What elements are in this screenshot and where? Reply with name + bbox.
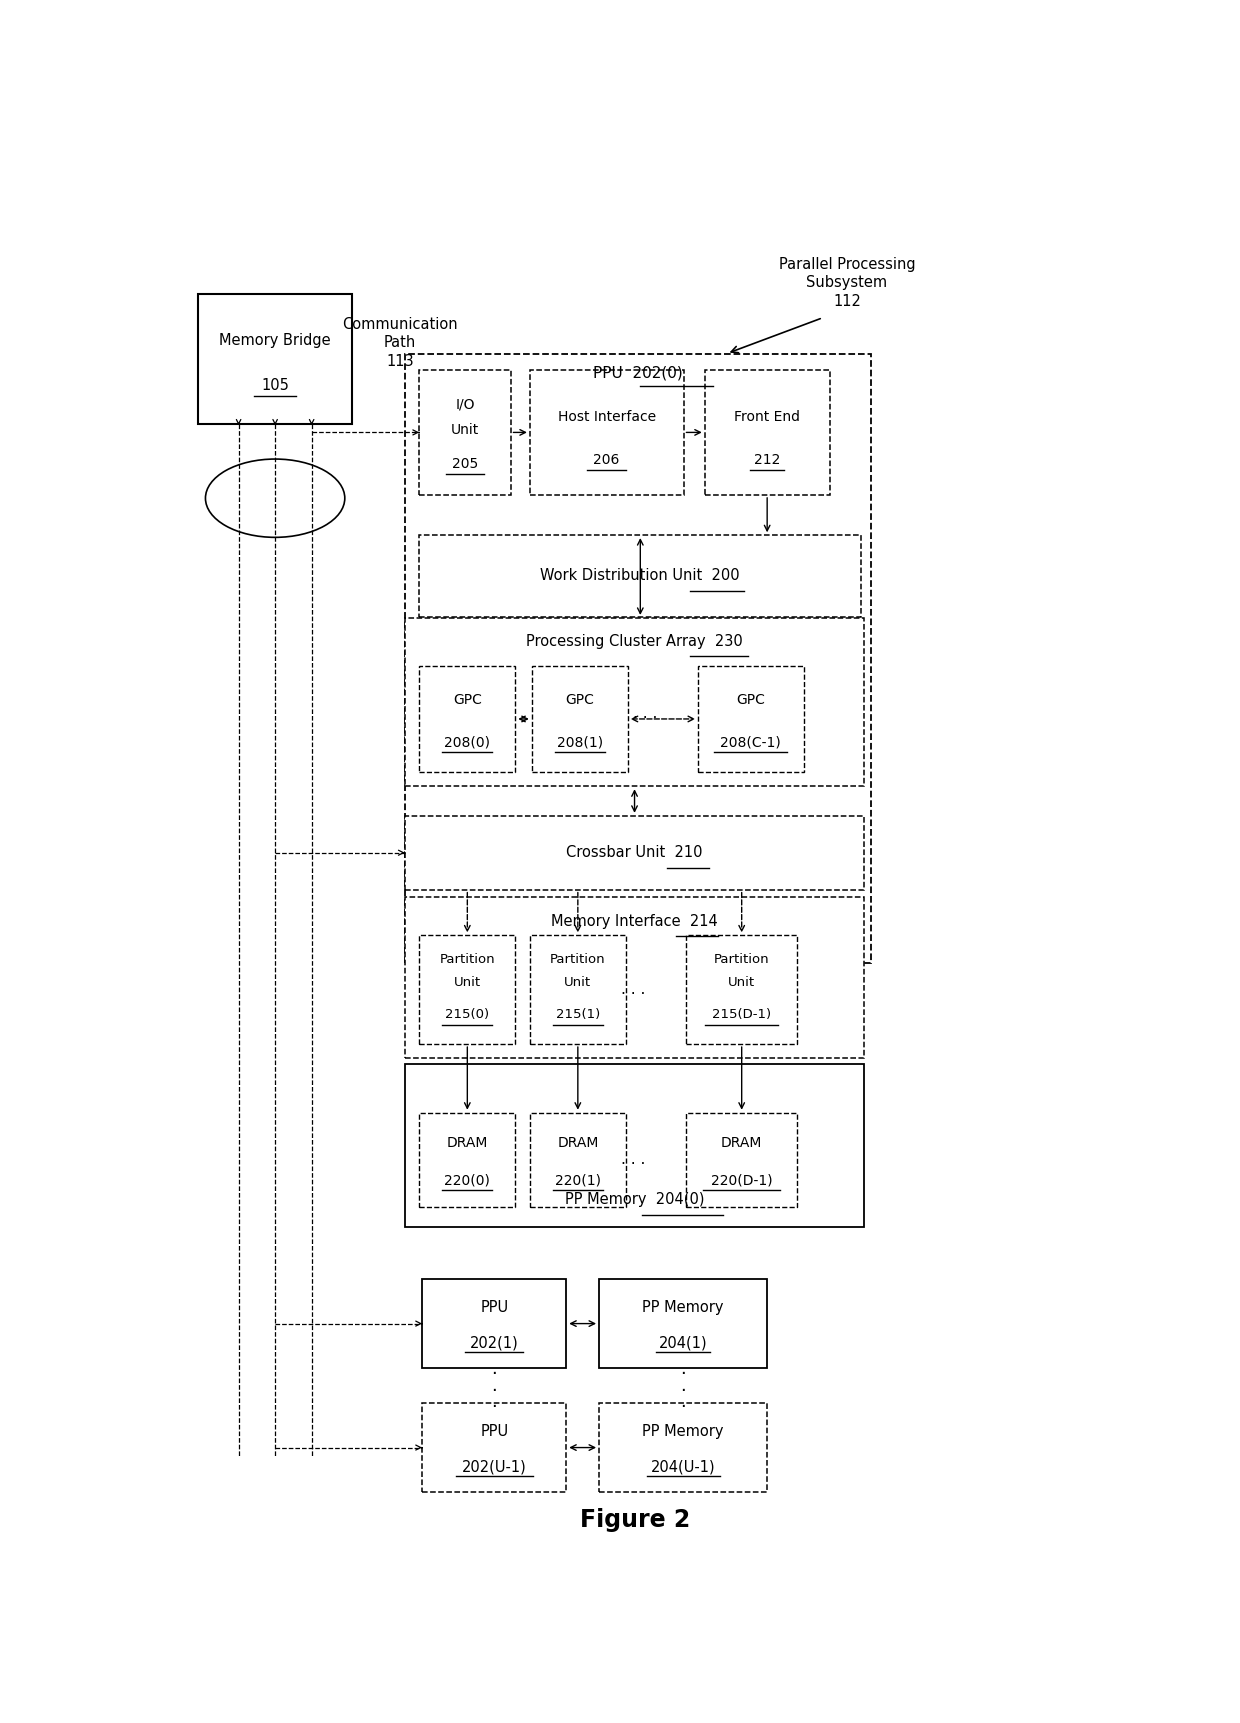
Bar — [422, 1403, 567, 1492]
Text: Host Interface: Host Interface — [558, 410, 656, 424]
Text: Front End: Front End — [734, 410, 800, 424]
Text: 215(D-1): 215(D-1) — [712, 1008, 771, 1022]
Text: Work Distribution Unit  200: Work Distribution Unit 200 — [541, 569, 740, 584]
Text: PPU: PPU — [480, 1423, 508, 1439]
Text: 215(0): 215(0) — [445, 1008, 490, 1022]
Text: . . .: . . . — [621, 1153, 646, 1168]
Text: Memory Interface  214: Memory Interface 214 — [551, 913, 718, 929]
Text: Unit: Unit — [728, 975, 755, 989]
Text: PP Memory: PP Memory — [642, 1301, 724, 1315]
Text: Memory Bridge: Memory Bridge — [219, 333, 331, 348]
Text: Figure 2: Figure 2 — [580, 1508, 691, 1532]
Bar — [529, 936, 626, 1044]
Text: 206: 206 — [594, 453, 620, 467]
Bar — [599, 1278, 768, 1368]
Bar — [404, 353, 870, 963]
Text: Partition: Partition — [714, 953, 770, 967]
Text: . . .: . . . — [632, 706, 657, 720]
Text: 208(C-1): 208(C-1) — [720, 736, 781, 750]
Text: 220(1): 220(1) — [554, 1173, 601, 1187]
Bar — [198, 293, 352, 424]
Text: Parallel Processing
Subsystem
112: Parallel Processing Subsystem 112 — [779, 257, 915, 308]
Text: I/O: I/O — [455, 398, 475, 412]
Text: Communication
Path
113: Communication Path 113 — [342, 317, 458, 369]
Text: Crossbar Unit  210: Crossbar Unit 210 — [567, 846, 703, 860]
Text: Partition: Partition — [551, 953, 605, 967]
Text: 202(U-1): 202(U-1) — [461, 1459, 527, 1475]
Text: Unit: Unit — [451, 422, 479, 438]
Text: 212: 212 — [754, 453, 780, 467]
Text: 204(U-1): 204(U-1) — [651, 1459, 715, 1475]
Bar — [529, 370, 683, 495]
Text: 105: 105 — [262, 377, 289, 393]
Text: 204(1): 204(1) — [658, 1335, 707, 1351]
Text: PP Memory: PP Memory — [642, 1423, 724, 1439]
Text: 220(0): 220(0) — [444, 1173, 490, 1187]
Bar — [404, 815, 864, 889]
Text: . . .: . . . — [621, 982, 646, 998]
Text: 202(1): 202(1) — [470, 1335, 518, 1351]
Bar — [419, 936, 516, 1044]
Text: Partition: Partition — [439, 953, 495, 967]
Text: 205: 205 — [451, 457, 479, 470]
Bar — [529, 1113, 626, 1208]
Text: DRAM: DRAM — [720, 1135, 763, 1149]
Text: Unit: Unit — [454, 975, 481, 989]
Text: GPC: GPC — [565, 693, 594, 706]
Text: 208(1): 208(1) — [557, 736, 603, 750]
Bar — [419, 665, 516, 772]
Text: PPU: PPU — [480, 1301, 508, 1315]
Bar — [419, 370, 511, 495]
Text: PP Memory  204(0): PP Memory 204(0) — [564, 1192, 704, 1208]
Bar — [687, 936, 797, 1044]
Text: Unit: Unit — [564, 975, 591, 989]
Bar — [532, 665, 627, 772]
Text: PPU  202(0): PPU 202(0) — [593, 365, 683, 381]
Bar — [419, 1113, 516, 1208]
Bar — [704, 370, 830, 495]
Bar — [404, 619, 864, 786]
Bar — [687, 1113, 797, 1208]
Text: .
.
.: . . . — [681, 1359, 686, 1411]
Text: 220(D-1): 220(D-1) — [711, 1173, 773, 1187]
Text: Processing Cluster Array  230: Processing Cluster Array 230 — [526, 634, 743, 650]
Bar — [599, 1403, 768, 1492]
Text: 215(1): 215(1) — [556, 1008, 600, 1022]
Bar — [422, 1278, 567, 1368]
Text: GPC: GPC — [453, 693, 482, 706]
Text: DRAM: DRAM — [557, 1135, 599, 1149]
Text: GPC: GPC — [737, 693, 765, 706]
Bar — [404, 1063, 864, 1227]
Text: DRAM: DRAM — [446, 1135, 489, 1149]
Bar — [698, 665, 804, 772]
Bar — [419, 536, 862, 617]
Bar — [404, 898, 864, 1058]
Text: .
.
.: . . . — [491, 1359, 497, 1411]
Text: 208(0): 208(0) — [444, 736, 490, 750]
